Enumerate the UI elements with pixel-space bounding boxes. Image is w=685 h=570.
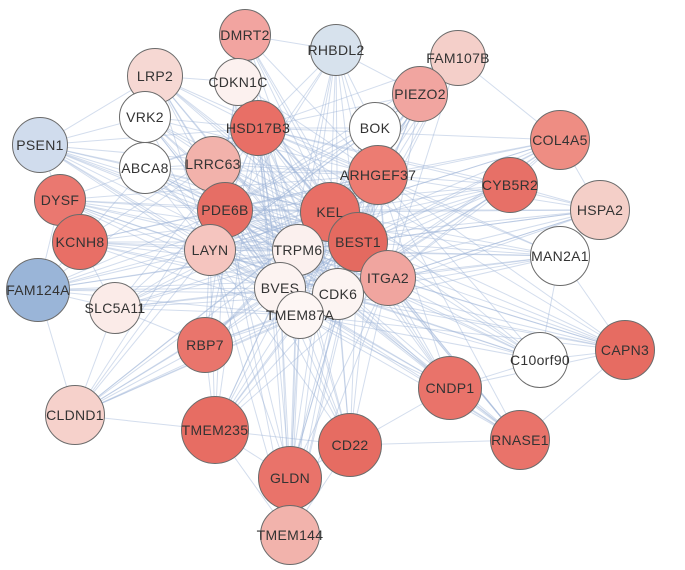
node-label: CLDND1 bbox=[46, 407, 104, 423]
node-label: CYB5R2 bbox=[482, 177, 538, 193]
node-c10orf90: C10orf90 bbox=[512, 332, 568, 388]
node-label: SLC5A11 bbox=[85, 300, 146, 316]
node-dmrt2: DMRT2 bbox=[219, 9, 271, 61]
node-cdkn1c: CDKN1C bbox=[214, 58, 262, 106]
node-label: DYSF bbox=[41, 192, 80, 208]
node-piezo2: PIEZO2 bbox=[392, 66, 448, 122]
node-itga2: ITGA2 bbox=[360, 250, 416, 306]
node-label: PDE6B bbox=[201, 202, 248, 218]
node-kcnh8: KCNH8 bbox=[52, 214, 108, 270]
node-label: HSPA2 bbox=[577, 202, 623, 218]
node-cd22: CD22 bbox=[318, 413, 382, 477]
node-label: FAM124A bbox=[6, 282, 70, 298]
node-cldnd1: CLDND1 bbox=[45, 385, 105, 445]
node-label: RHBDL2 bbox=[307, 42, 364, 58]
node-label: CDKN1C bbox=[208, 74, 267, 90]
node-label: DMRT2 bbox=[220, 27, 269, 43]
node-label: BEST1 bbox=[335, 234, 381, 250]
node-psen1: PSEN1 bbox=[12, 117, 68, 173]
node-label: TRPM6 bbox=[274, 242, 323, 258]
node-label: TMEM235 bbox=[182, 422, 249, 438]
node-label: FAM107B bbox=[426, 50, 490, 66]
node-rhbdl2: RHBDL2 bbox=[310, 24, 362, 76]
node-hspa2: HSPA2 bbox=[570, 180, 630, 240]
node-label: ITGA2 bbox=[367, 270, 409, 286]
node-label: VRK2 bbox=[126, 109, 164, 125]
node-label: HSD17B3 bbox=[226, 120, 290, 136]
node-label: BOK bbox=[360, 120, 390, 136]
node-cyb5r2: CYB5R2 bbox=[482, 157, 538, 213]
node-label: PIEZO2 bbox=[394, 86, 446, 102]
node-rnase1: RNASE1 bbox=[490, 410, 550, 470]
node-tmem87a: TMEM87A bbox=[276, 291, 324, 339]
node-label: ARHGEF37 bbox=[340, 167, 416, 183]
node-layn: LAYN bbox=[184, 224, 236, 276]
node-label: C10orf90 bbox=[510, 352, 570, 368]
node-label: COL4A5 bbox=[532, 132, 588, 148]
node-arhgef37: ARHGEF37 bbox=[348, 145, 408, 205]
network-graph: DMRT2 RHBDL2 FAM107B LRP2 CDKN1C PIEZO2 VRK2 HS… bbox=[0, 0, 685, 570]
node-fam124a: FAM124A bbox=[6, 258, 70, 322]
node-vrk2: VRK2 bbox=[119, 91, 171, 143]
node-gldn: GLDN bbox=[258, 446, 322, 510]
node-label: LRP2 bbox=[137, 68, 173, 84]
node-hsd17b3: HSD17B3 bbox=[230, 100, 286, 156]
node-label: CDK6 bbox=[319, 286, 358, 302]
node-label: CNDP1 bbox=[426, 380, 475, 396]
node-label: RBP7 bbox=[186, 337, 224, 353]
node-label: ABCA8 bbox=[121, 160, 168, 176]
node-label: LRRC63 bbox=[185, 156, 241, 172]
node-label: KCNH8 bbox=[56, 234, 105, 250]
node-label: MAN2A1 bbox=[531, 248, 589, 264]
node-label: TMEM87A bbox=[266, 307, 334, 323]
node-rbp7: RBP7 bbox=[177, 317, 233, 373]
node-label: PSEN1 bbox=[16, 137, 63, 153]
node-label: LAYN bbox=[192, 242, 229, 258]
node-col4a5: COL4A5 bbox=[530, 110, 590, 170]
node-slc5a11: SLC5A11 bbox=[89, 282, 141, 334]
node-label: CD22 bbox=[332, 437, 369, 453]
node-abca8: ABCA8 bbox=[119, 142, 171, 194]
node-tmem235: TMEM235 bbox=[181, 396, 249, 464]
node-man2a1: MAN2A1 bbox=[530, 226, 590, 286]
node-label: GLDN bbox=[270, 470, 310, 486]
node-capn3: CAPN3 bbox=[595, 320, 655, 380]
node-label: CAPN3 bbox=[601, 342, 649, 358]
node-label: RNASE1 bbox=[491, 432, 549, 448]
node-cndp1: CNDP1 bbox=[418, 356, 482, 420]
node-label: TMEM144 bbox=[257, 527, 324, 543]
node-tmem144: TMEM144 bbox=[260, 505, 320, 565]
